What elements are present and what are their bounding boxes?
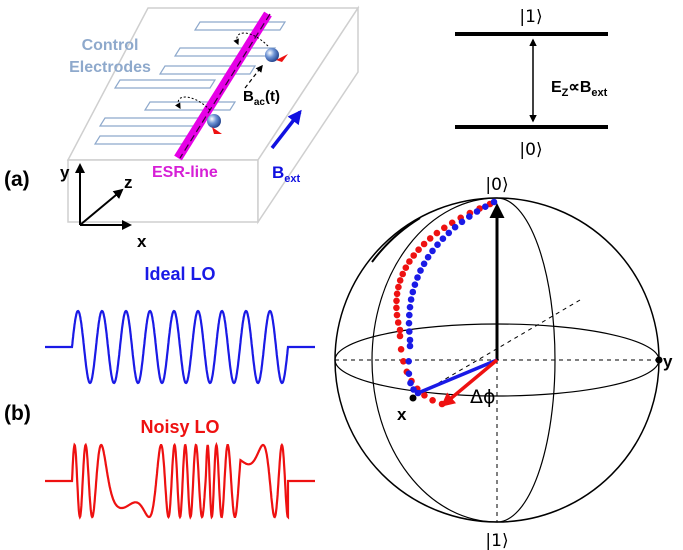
- noisy-trajectory-point: [421, 392, 428, 399]
- ideal-trajectory-point: [407, 296, 415, 303]
- electrode-1: [193, 21, 287, 31]
- noisy-trajectory-point: [393, 297, 400, 305]
- level-0-label: |0⟩: [519, 140, 542, 160]
- ideal-trajectory-point: [410, 386, 417, 393]
- noisy-trajectory-point: [399, 270, 407, 278]
- electrode-4: [113, 79, 217, 89]
- ideal-trajectory-point: [411, 281, 419, 289]
- noisy-trajectory-point: [441, 224, 448, 232]
- energy-level-diagram: [455, 32, 608, 129]
- ideal-trajectory-point: [429, 247, 436, 255]
- esr-line: [174, 11, 272, 161]
- noisy-trajectory-point: [395, 283, 402, 291]
- ideal-trajectory-point: [406, 303, 414, 311]
- noisy-trajectory-point: [396, 332, 404, 340]
- bext-label: Bext: [272, 163, 301, 185]
- ideal-trajectory-point: [451, 223, 459, 231]
- ideal-trajectory-point: [405, 370, 413, 378]
- x-point: [409, 394, 417, 402]
- sphere-x-label: x: [397, 405, 407, 424]
- delta-phi-label: Δϕ: [470, 386, 496, 408]
- electrode-3: [158, 65, 257, 75]
- noisy-lo-label: Noisy LO: [140, 417, 219, 437]
- noisy-trajectory-point: [402, 264, 410, 272]
- precession-arc-1: [233, 32, 269, 47]
- noisy-trajectory-point: [393, 311, 401, 319]
- axis-y-label: y: [60, 163, 70, 182]
- noisy-trajectory-point: [406, 258, 413, 265]
- bext-arrow: [270, 109, 302, 150]
- ideal-trajectory-point: [407, 379, 414, 387]
- noisy-trajectory-point: [393, 304, 400, 312]
- bloch-sphere: [334, 197, 663, 523]
- sphere-bottom-label: |1⟩: [485, 531, 508, 550]
- ideal-trajectory-point: [473, 208, 481, 215]
- axis-z-label: z: [124, 173, 133, 192]
- ideal-trajectory-point: [445, 229, 453, 237]
- noisy-lo-waveform: [45, 441, 315, 520]
- noisy-trajectory-point: [420, 240, 428, 248]
- spin-qubit-1: [233, 32, 288, 62]
- ideal-trajectory-point: [458, 218, 466, 226]
- ideal-trajectory-point: [439, 235, 447, 242]
- ideal-trajectory-point: [405, 319, 413, 327]
- ideal-trajectory-point: [409, 288, 417, 296]
- noisy-trajectory-point: [396, 277, 404, 284]
- ideal-trajectory-point: [417, 267, 424, 274]
- ideal-trajectory-point: [406, 311, 413, 319]
- noisy-trajectory-point: [429, 397, 436, 404]
- panel-a-label: (a): [4, 168, 30, 191]
- sphere-outer-arc: [371, 217, 421, 263]
- noisy-trajectory-point: [393, 290, 401, 298]
- spin-qubit-2: [175, 96, 222, 134]
- bac-pointer: [244, 64, 263, 89]
- panel-b-label: (b): [4, 402, 31, 425]
- noisy-trajectory-point: [426, 235, 434, 242]
- ideal-trajectory-point: [406, 336, 414, 344]
- ideal-trajectory: [405, 198, 498, 397]
- sphere-y-label: y: [663, 352, 673, 371]
- ideal-trajectory-point: [420, 260, 428, 268]
- ideal-trajectory-point: [405, 358, 413, 365]
- level-1-label: |1⟩: [519, 7, 542, 27]
- noisy-trajectory-point: [433, 229, 441, 237]
- noisy-trajectory-point: [410, 252, 418, 259]
- ideal-trajectory-point: [414, 274, 421, 281]
- ideal-trajectory-point: [424, 253, 432, 261]
- precession-arc-2: [175, 96, 211, 111]
- ideal-trajectory-point: [482, 203, 489, 210]
- ideal-trajectory-point: [406, 342, 414, 350]
- control-electrodes-label-1: Control: [82, 37, 139, 54]
- box-side-face: [257, 5, 359, 225]
- sphere-top-label: |0⟩: [485, 175, 508, 195]
- meridian-2: [371, 197, 498, 523]
- axes-3d: [75, 163, 132, 230]
- ideal-trajectory-point: [490, 198, 498, 206]
- ideal-lo-label: Ideal LO: [144, 264, 215, 284]
- y-point: [655, 356, 663, 364]
- noisy-trajectory: [393, 200, 494, 408]
- noisy-trajectory-point: [397, 346, 405, 353]
- bac-label: Bac(t): [243, 88, 280, 108]
- ideal-lo-waveform: [45, 309, 315, 385]
- noisy-trajectory-point: [400, 358, 407, 365]
- noisy-state-vector: [440, 358, 499, 407]
- esr-line-label: ESR-line: [152, 164, 218, 181]
- zeeman-energy-label: EZ∝Bext: [551, 79, 608, 99]
- axis-x-label: x: [137, 232, 147, 251]
- noisy-trajectory-point: [415, 246, 422, 253]
- ideal-trajectory-point: [406, 328, 413, 335]
- control-electrodes-label-2: Electrodes: [69, 59, 151, 76]
- ideal-state-vector: [417, 358, 498, 395]
- ideal-trajectory-point: [466, 213, 473, 220]
- noisy-trajectory-point: [394, 319, 402, 326]
- noisy-trajectory-point: [396, 326, 404, 334]
- ideal-trajectory-point: [434, 241, 441, 248]
- electrode-5: [143, 101, 237, 111]
